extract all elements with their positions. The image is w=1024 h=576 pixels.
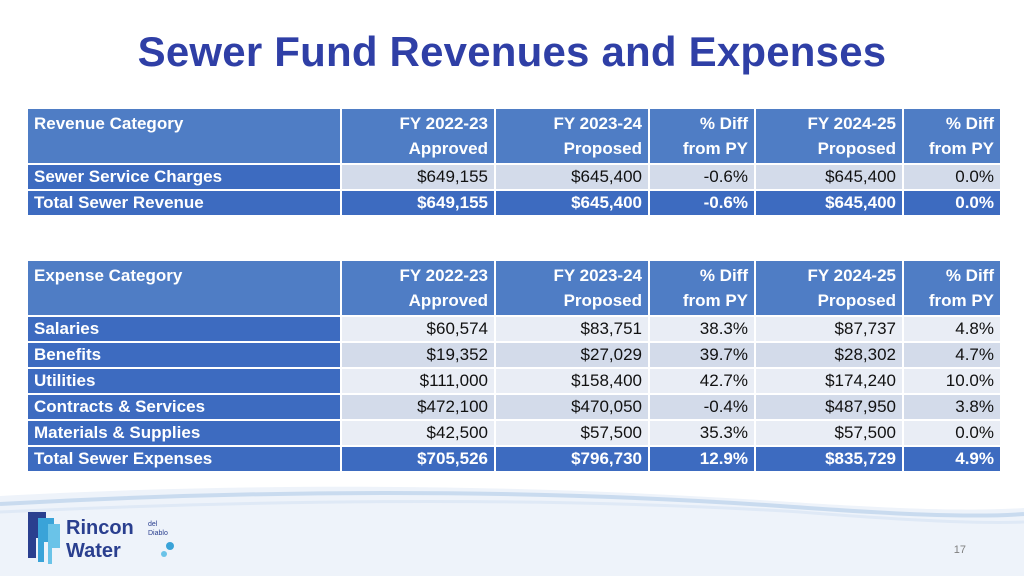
table-cell: $27,029 <box>496 343 648 367</box>
diff-from-py-header: % Diff from PY <box>650 109 754 163</box>
table-cell: -0.4% <box>650 395 754 419</box>
logo-text-rincon: Rincon <box>66 517 134 539</box>
row-label: Utilities <box>28 369 340 393</box>
table-cell: $87,737 <box>756 317 902 341</box>
table-row: Benefits $19,352 $27,029 39.7% $28,302 4… <box>28 343 1000 367</box>
table-cell: $649,155 <box>342 165 494 189</box>
table-cell: $28,302 <box>756 343 902 367</box>
footer-wave-decoration <box>0 486 1024 576</box>
fy2023-proposed-header: FY 2023-24 Proposed <box>496 261 648 315</box>
table-cell: $158,400 <box>496 369 648 393</box>
row-label: Benefits <box>28 343 340 367</box>
fy2024-proposed-header: FY 2024-25 Proposed <box>756 261 902 315</box>
table-cell: $487,950 <box>756 395 902 419</box>
table-row: Materials & Supplies $42,500 $57,500 35.… <box>28 421 1000 445</box>
table-cell: 0.0% <box>904 421 1000 445</box>
table-cell: $645,400 <box>496 191 648 215</box>
table-row: Utilities $111,000 $158,400 42.7% $174,2… <box>28 369 1000 393</box>
revenue-header-row: Revenue Category FY 2022-23 Approved FY 2… <box>28 109 1000 163</box>
row-label: Total Sewer Expenses <box>28 447 340 471</box>
table-cell: 12.9% <box>650 447 754 471</box>
diff-from-py-header: % Diff from PY <box>650 261 754 315</box>
logo-text-del: del <box>148 521 158 528</box>
fy2023-proposed-header: FY 2023-24 Proposed <box>496 109 648 163</box>
fy2022-approved-header: FY 2022-23 Approved <box>342 109 494 163</box>
table-cell: $645,400 <box>756 165 902 189</box>
table-cell: -0.6% <box>650 165 754 189</box>
water-drop-icon <box>166 542 174 550</box>
total-row: Total Sewer Expenses $705,526 $796,730 1… <box>28 447 1000 471</box>
page-number: 17 <box>953 544 966 556</box>
table-cell: $174,240 <box>756 369 902 393</box>
logo-text-diablo: Diablo <box>148 530 168 537</box>
table-cell: $835,729 <box>756 447 902 471</box>
expense-category-header: Expense Category <box>28 261 340 315</box>
table-cell: -0.6% <box>650 191 754 215</box>
table-row: Salaries $60,574 $83,751 38.3% $87,737 4… <box>28 317 1000 341</box>
row-label: Sewer Service Charges <box>28 165 340 189</box>
table-cell: 39.7% <box>650 343 754 367</box>
table-cell: 4.7% <box>904 343 1000 367</box>
revenue-table: Revenue Category FY 2022-23 Approved FY 2… <box>26 107 1002 217</box>
table-row: Sewer Service Charges $649,155 $645,400 … <box>28 165 1000 189</box>
table-cell: $83,751 <box>496 317 648 341</box>
diff-from-py-header: % Diff from PY <box>904 109 1000 163</box>
table-cell: 3.8% <box>904 395 1000 419</box>
table-cell: $645,400 <box>756 191 902 215</box>
table-cell: 4.9% <box>904 447 1000 471</box>
table-cell: $57,500 <box>496 421 648 445</box>
table-cell: 42.7% <box>650 369 754 393</box>
logo-text-water: Water <box>66 540 121 562</box>
table-cell: $19,352 <box>342 343 494 367</box>
row-label: Contracts & Services <box>28 395 340 419</box>
table-cell: $796,730 <box>496 447 648 471</box>
row-label: Salaries <box>28 317 340 341</box>
table-cell: $111,000 <box>342 369 494 393</box>
total-row: Total Sewer Revenue $649,155 $645,400 -0… <box>28 191 1000 215</box>
slide-title: Sewer Fund Revenues and Expenses <box>137 28 887 75</box>
table-cell: $705,526 <box>342 447 494 471</box>
table-cell: $472,100 <box>342 395 494 419</box>
table-cell: $60,574 <box>342 317 494 341</box>
row-label: Total Sewer Revenue <box>28 191 340 215</box>
expense-table: Expense Category FY 2022-23 Approved FY 2… <box>26 259 1002 473</box>
expense-header-row: Expense Category FY 2022-23 Approved FY 2… <box>28 261 1000 315</box>
table-cell: 10.0% <box>904 369 1000 393</box>
fy2022-approved-header: FY 2022-23 Approved <box>342 261 494 315</box>
table-cell: $57,500 <box>756 421 902 445</box>
fy2024-proposed-header: FY 2024-25 Proposed <box>756 109 902 163</box>
rincon-water-logo: Rincon Water del Diablo <box>28 512 174 564</box>
table-cell: 4.8% <box>904 317 1000 341</box>
table-cell: $42,500 <box>342 421 494 445</box>
row-label: Materials & Supplies <box>28 421 340 445</box>
revenue-category-header: Revenue Category <box>28 109 340 163</box>
table-cell: $470,050 <box>496 395 648 419</box>
table-cell: $645,400 <box>496 165 648 189</box>
table-cell: 35.3% <box>650 421 754 445</box>
table-cell: $649,155 <box>342 191 494 215</box>
table-cell: 0.0% <box>904 191 1000 215</box>
water-drop-icon <box>161 551 167 557</box>
table-cell: 0.0% <box>904 165 1000 189</box>
table-cell: 38.3% <box>650 317 754 341</box>
table-row: Contracts & Services $472,100 $470,050 -… <box>28 395 1000 419</box>
diff-from-py-header: % Diff from PY <box>904 261 1000 315</box>
